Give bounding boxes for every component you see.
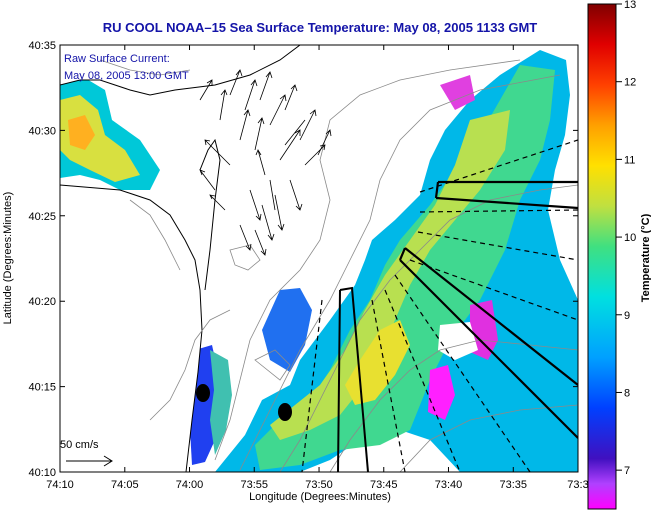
colorbar-tick-label: 11 [624, 154, 635, 166]
scale-arrow [66, 455, 113, 467]
sst-region-magenta-2 [428, 365, 455, 420]
x-axis: 74:10 74:05 74:00 73:55 73:50 73:45 73:40 73:35… [46, 45, 589, 491]
y-axis-label: Latitude (Degrees:Minutes) [2, 192, 14, 325]
x-tick-label: 73:50 [305, 479, 333, 491]
x-tick-label: 74:00 [176, 479, 204, 491]
colorbar-ticks: 13 12 11 10 9 8 7 [616, 0, 636, 477]
bathymetry-contours [99, 59, 578, 472]
land-area [60, 184, 203, 472]
current-time-label: May 08, 2005 13:00 GMT [64, 70, 189, 82]
colorbar-tick-label: 8 [624, 387, 630, 399]
y-tick-label: 40:25 [28, 211, 56, 223]
x-tick-label: 73:55 [240, 479, 268, 491]
long-island-land [60, 45, 301, 96]
station-marker-1 [196, 384, 210, 402]
transect-lines [301, 139, 578, 472]
no-data-patch-1 [305, 145, 370, 240]
colorbar-label: Temperature (°C) [640, 213, 651, 302]
sst-field [60, 45, 578, 472]
sst-region-northwest-orange [68, 115, 95, 150]
y-tick-label: 40:30 [28, 125, 56, 137]
y-tick-label: 40:20 [28, 296, 56, 308]
current-vectors [199, 69, 332, 256]
y-tick-label: 40:10 [28, 467, 56, 479]
colorbar-tick-label: 9 [624, 310, 630, 322]
x-tick-label: 73:40 [435, 479, 463, 491]
sst-region-magenta-3 [440, 75, 475, 110]
colorbar-tick-label: 10 [624, 232, 636, 244]
scale-label: 50 cm/s [60, 439, 99, 451]
chart-title: RU COOL NOAA–15 Sea Surface Temperature:… [103, 20, 538, 35]
colorbar-tick-label: 13 [624, 0, 636, 11]
station-marker-2 [278, 403, 292, 421]
x-tick-label: 73:3 [567, 479, 588, 491]
sst-region-yellow [270, 110, 510, 440]
y-tick-label: 40:35 [28, 40, 56, 52]
y-axis: 40:35 40:30 40:25 40:20 40:15 40:10 [28, 40, 578, 479]
x-tick-label: 73:45 [370, 479, 398, 491]
x-tick-label: 74:10 [46, 479, 74, 491]
colorbar-tick-label: 7 [624, 465, 630, 477]
colorbar-tick-label: 12 [624, 77, 636, 89]
y-tick-label: 40:15 [28, 382, 56, 394]
sst-region-coast-green [210, 350, 232, 455]
x-tick-label: 73:35 [500, 479, 528, 491]
sandy-hook-spit [199, 138, 221, 291]
no-data-patch-2 [438, 322, 478, 360]
current-label: Raw Surface Current: [64, 53, 170, 65]
colorbar [587, 3, 617, 510]
x-tick-label: 74:05 [111, 479, 139, 491]
x-axis-label: Longitude (Degrees:Minutes) [249, 491, 391, 503]
